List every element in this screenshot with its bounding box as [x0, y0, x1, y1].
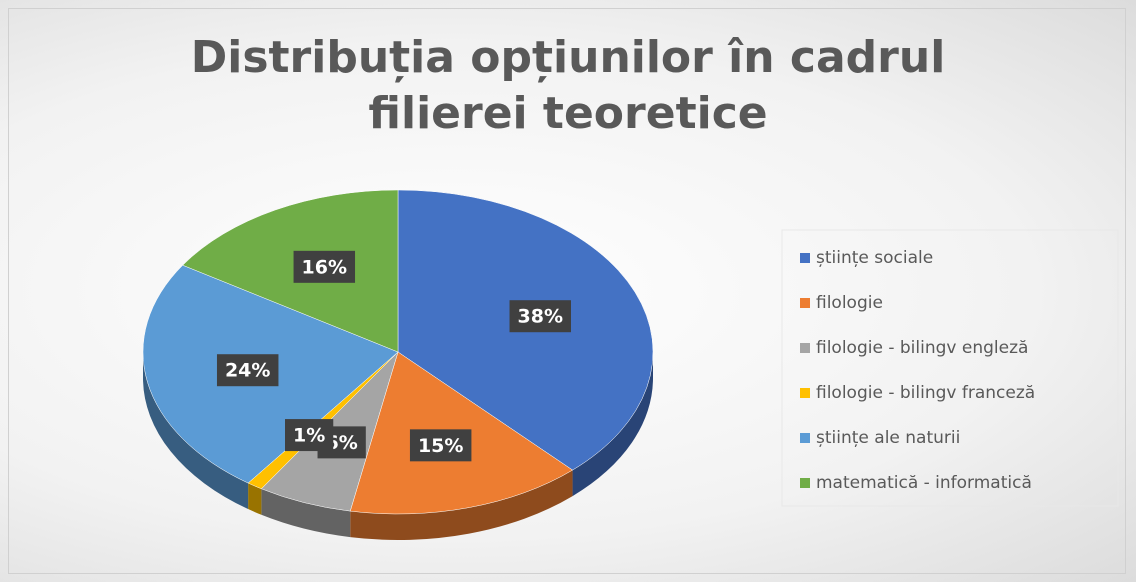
slice-side	[248, 483, 262, 515]
data-label: 1%	[293, 425, 325, 447]
legend-label: științe ale naturii	[816, 428, 960, 448]
legend-label: matematică - informatică	[816, 473, 1032, 493]
data-label: 15%	[418, 435, 463, 457]
data-label: 38%	[518, 306, 563, 328]
legend-swatch	[800, 253, 810, 263]
legend-swatch	[800, 388, 810, 398]
data-label: 6%	[326, 432, 358, 454]
legend-box	[781, 229, 1119, 507]
legend-label: filologie - bilingv engleză	[816, 338, 1028, 358]
legend-label: filologie	[816, 293, 883, 313]
data-label-box	[409, 429, 472, 462]
slice-side	[261, 488, 351, 538]
data-label-box	[509, 300, 571, 333]
data-label-box	[285, 419, 334, 452]
chart-title: Distribuția opțiunilor în cadrul filiere…	[190, 32, 946, 139]
data-label: 24%	[225, 360, 270, 382]
data-label-box	[293, 250, 356, 283]
legend-swatch	[800, 478, 810, 488]
legend-swatch	[800, 343, 810, 353]
legend-label: filologie - bilingv franceză	[816, 383, 1035, 403]
slice	[182, 189, 399, 353]
legend-label: științe sociale	[816, 248, 933, 268]
chart-frame	[8, 8, 1126, 574]
slice-side	[143, 352, 249, 510]
legend-swatch	[800, 433, 810, 443]
legend-swatch	[800, 298, 810, 308]
slice-side	[572, 352, 653, 497]
data-label: 16%	[302, 256, 347, 278]
data-label-box	[216, 354, 279, 387]
slice-side	[350, 470, 573, 541]
